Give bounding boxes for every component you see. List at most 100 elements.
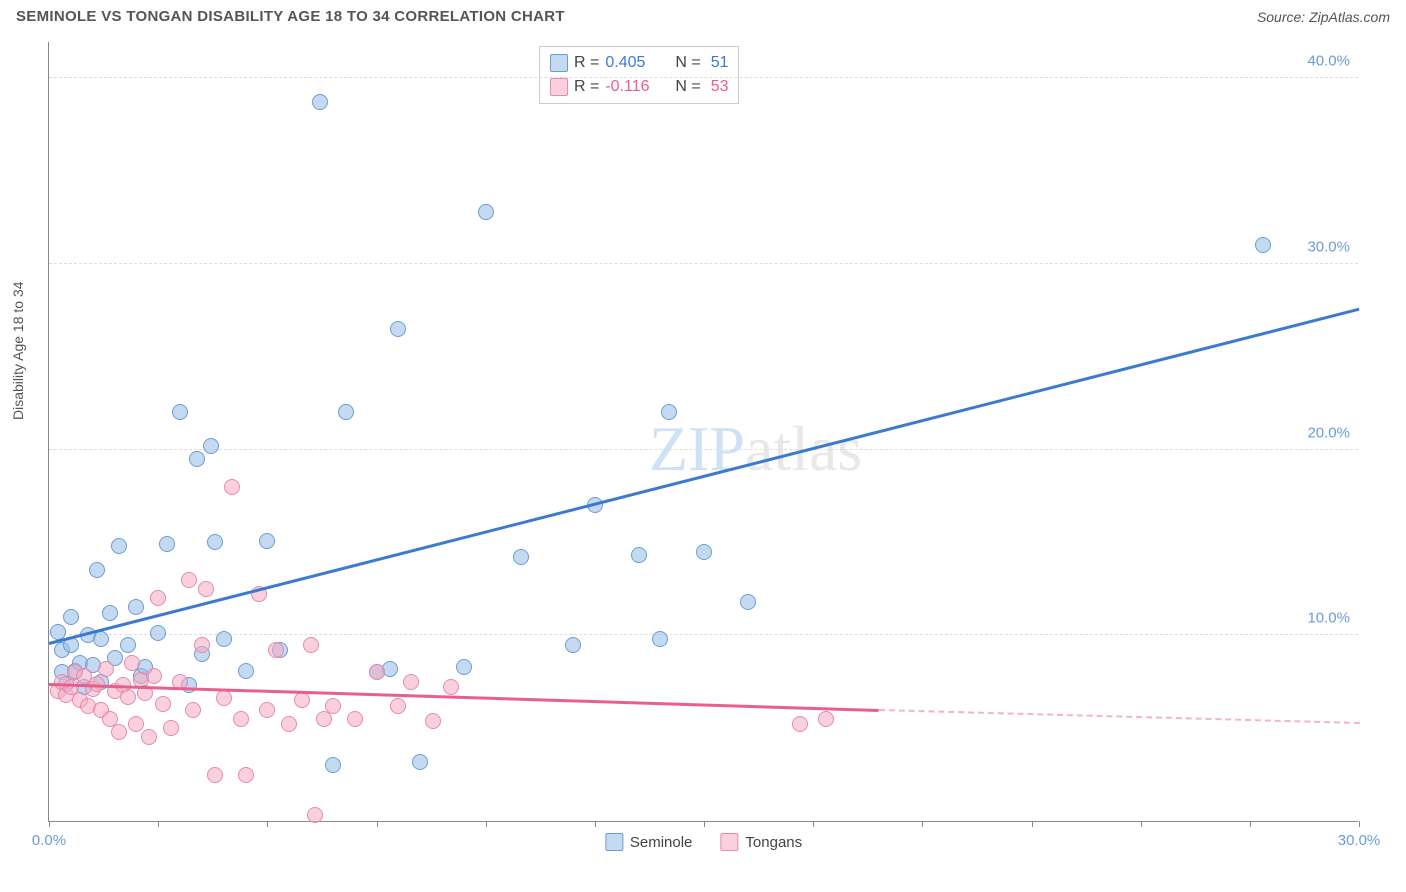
seminole-point <box>338 404 354 420</box>
seminole-point <box>325 757 341 773</box>
legend-item: Seminole <box>605 833 693 851</box>
seminole-point <box>412 754 428 770</box>
x-tick-label: 0.0% <box>32 832 66 849</box>
seminole-point <box>259 533 275 549</box>
x-tick <box>595 821 596 827</box>
x-tick <box>49 821 50 827</box>
x-tick <box>1032 821 1033 827</box>
y-axis-label: Disability Age 18 to 34 <box>10 281 26 420</box>
tongans-point <box>369 664 385 680</box>
tongans-point <box>233 711 249 727</box>
seminole-point <box>111 538 127 554</box>
gridline <box>49 449 1358 450</box>
seminole-point <box>203 438 219 454</box>
seminole-point <box>456 659 472 675</box>
tongans-point <box>238 767 254 783</box>
stats-swatch <box>550 54 568 72</box>
tongans-point <box>390 698 406 714</box>
chart-source: Source: ZipAtlas.com <box>1257 9 1390 25</box>
stats-row: R =0.405N =51 <box>550 51 728 75</box>
x-tick <box>486 821 487 827</box>
seminole-point <box>89 562 105 578</box>
tongans-point <box>150 590 166 606</box>
tongans-point <box>224 479 240 495</box>
seminole-point <box>390 321 406 337</box>
legend-swatch <box>605 833 623 851</box>
seminole-point <box>565 637 581 653</box>
tongans-point <box>181 572 197 588</box>
scatter-plot: ZIPatlas R =0.405N =51R =-0.116N =53 Sem… <box>48 42 1358 822</box>
stats-box: R =0.405N =51R =-0.116N =53 <box>539 46 739 104</box>
tongans-point <box>185 702 201 718</box>
tongans-point <box>259 702 275 718</box>
seminole-point <box>63 609 79 625</box>
legend-swatch <box>720 833 738 851</box>
tongans-point <box>281 716 297 732</box>
chart-title: SEMINOLE VS TONGAN DISABILITY AGE 18 TO … <box>16 8 565 25</box>
stats-swatch <box>550 78 568 96</box>
tongans-point <box>294 692 310 708</box>
seminole-point <box>189 451 205 467</box>
seminole-point <box>661 404 677 420</box>
gridline <box>49 263 1358 264</box>
trend-line <box>49 308 1360 645</box>
tongans-point <box>307 807 323 823</box>
x-tick <box>922 821 923 827</box>
x-tick-label: 30.0% <box>1338 832 1381 849</box>
trend-line <box>49 683 879 711</box>
gridline <box>49 634 1358 635</box>
tongans-point <box>128 716 144 732</box>
tongans-point <box>141 729 157 745</box>
y-tick-label: 20.0% <box>1307 424 1350 441</box>
trend-line <box>879 709 1359 724</box>
legend-label: Tongans <box>745 834 802 851</box>
seminole-point <box>120 637 136 653</box>
legend-item: Tongans <box>720 833 802 851</box>
tongans-point <box>163 720 179 736</box>
y-tick-label: 40.0% <box>1307 53 1350 70</box>
tongans-point <box>818 711 834 727</box>
seminole-point <box>1255 237 1271 253</box>
tongans-point <box>194 637 210 653</box>
tongans-point <box>124 655 140 671</box>
seminole-point <box>631 547 647 563</box>
y-tick-label: 10.0% <box>1307 610 1350 627</box>
seminole-point <box>238 663 254 679</box>
tongans-point <box>146 668 162 684</box>
seminole-point <box>150 625 166 641</box>
tongans-point <box>268 642 284 658</box>
tongans-point <box>198 581 214 597</box>
y-tick-label: 30.0% <box>1307 238 1350 255</box>
x-tick <box>813 821 814 827</box>
seminole-point <box>740 594 756 610</box>
seminole-point <box>478 204 494 220</box>
tongans-point <box>425 713 441 729</box>
gridline <box>49 77 1358 78</box>
seminole-point <box>696 544 712 560</box>
tongans-point <box>347 711 363 727</box>
seminole-point <box>312 94 328 110</box>
tongans-point <box>325 698 341 714</box>
tongans-point <box>403 674 419 690</box>
x-tick <box>377 821 378 827</box>
seminole-point <box>513 549 529 565</box>
tongans-point <box>792 716 808 732</box>
seminole-point <box>172 404 188 420</box>
tongans-point <box>443 679 459 695</box>
x-tick <box>1359 821 1360 827</box>
tongans-point <box>216 690 232 706</box>
seminole-point <box>93 631 109 647</box>
legend: Seminole Tongans <box>605 833 802 851</box>
tongans-point <box>111 724 127 740</box>
x-tick <box>267 821 268 827</box>
tongans-point <box>155 696 171 712</box>
seminole-point <box>128 599 144 615</box>
x-tick <box>158 821 159 827</box>
seminole-point <box>652 631 668 647</box>
stats-row: R =-0.116N =53 <box>550 75 728 99</box>
tongans-point <box>120 689 136 705</box>
x-tick <box>704 821 705 827</box>
tongans-point <box>98 661 114 677</box>
seminole-point <box>159 536 175 552</box>
seminole-point <box>216 631 232 647</box>
